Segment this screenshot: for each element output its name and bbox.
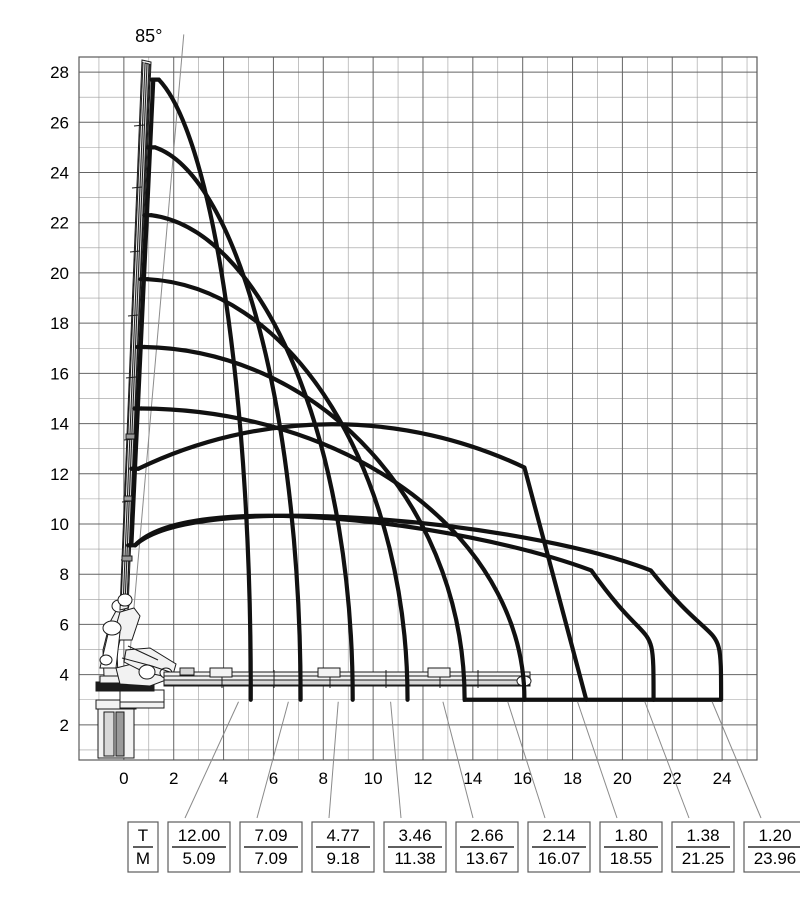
x-tick-label: 2 bbox=[169, 769, 178, 788]
leader-line bbox=[184, 701, 239, 819]
y-tick-label: 2 bbox=[60, 716, 69, 735]
leader-line bbox=[711, 701, 762, 819]
capacity-curve-6 bbox=[139, 406, 527, 702]
grid-minor-lines bbox=[79, 57, 757, 760]
y-tick-label: 26 bbox=[50, 113, 69, 132]
capacity-curve-4 bbox=[145, 277, 410, 702]
legend-entry: 2.14 16.07 bbox=[527, 821, 591, 873]
legend-entry-tonnes: 12.00 bbox=[178, 826, 221, 845]
x-tick-label: 16 bbox=[513, 769, 532, 788]
legend-entry-tonnes: 2.14 bbox=[542, 826, 575, 845]
legend-entry-metres: 9.18 bbox=[326, 849, 359, 868]
leader-line bbox=[644, 701, 690, 819]
x-tick-label: 6 bbox=[269, 769, 278, 788]
legend-header-tonnes: T bbox=[138, 826, 148, 845]
y-tick-label: 8 bbox=[60, 565, 69, 584]
leader-line bbox=[256, 701, 289, 819]
x-tick-label: 20 bbox=[613, 769, 632, 788]
legend-entry-metres: 13.67 bbox=[466, 849, 509, 868]
leader-line bbox=[390, 701, 402, 819]
legend-entry-tonnes: 1.80 bbox=[614, 826, 647, 845]
leader-line bbox=[442, 701, 474, 819]
x-tick-label: 14 bbox=[463, 769, 482, 788]
capacity-curve-2 bbox=[152, 145, 303, 702]
legend-entry-tonnes: 2.66 bbox=[470, 826, 503, 845]
legend-header-metres: M bbox=[136, 849, 150, 868]
capacity-curve-7 bbox=[136, 422, 589, 702]
legend-entry: 2.66 13.67 bbox=[455, 821, 519, 873]
legend-entry-tonnes: 1.38 bbox=[686, 826, 719, 845]
legend-leader-lines bbox=[184, 701, 762, 819]
x-tick-label: 8 bbox=[319, 769, 328, 788]
y-tick-label: 18 bbox=[50, 314, 69, 333]
y-tick-label: 24 bbox=[50, 163, 69, 182]
legend-entry: 1.38 21.25 bbox=[671, 821, 735, 873]
capacity-curve-3 bbox=[149, 213, 355, 702]
leader-line bbox=[507, 701, 546, 819]
legend-entry-tonnes: 3.46 bbox=[398, 826, 431, 845]
y-tick-label: 4 bbox=[60, 666, 69, 685]
capacity-curve-1 bbox=[156, 77, 253, 702]
legend-entry-tonnes: 4.77 bbox=[326, 826, 359, 845]
x-tick-label: 0 bbox=[119, 769, 128, 788]
crane-vertical-boom bbox=[117, 59, 152, 611]
y-tick-label: 12 bbox=[50, 465, 69, 484]
y-tick-label: 22 bbox=[50, 214, 69, 233]
legend-entry-tonnes: 1.20 bbox=[758, 826, 791, 845]
x-tick-label: 18 bbox=[563, 769, 582, 788]
leader-line bbox=[577, 701, 618, 819]
capacity-curve-5 bbox=[142, 344, 467, 702]
crane-illustration bbox=[95, 59, 532, 759]
y-tick-label: 14 bbox=[50, 415, 69, 434]
y-tick-label: 20 bbox=[50, 264, 69, 283]
capacity-curve-9 bbox=[132, 513, 724, 702]
legend-entry: 4.77 9.18 bbox=[311, 821, 375, 873]
legend-entry-metres: 23.96 bbox=[754, 849, 797, 868]
y-tick-label: 28 bbox=[50, 63, 69, 82]
legend-entry-tonnes: 7.09 bbox=[254, 826, 287, 845]
x-tick-label: 4 bbox=[219, 769, 228, 788]
x-tick-label: 22 bbox=[663, 769, 682, 788]
legend-table: TM 12.00 5.09 7.09 7.09 4.77 9.18 3.46 11.38 2.66… bbox=[127, 821, 800, 873]
legend-entry-metres: 11.38 bbox=[394, 849, 435, 868]
legend-entry: 3.46 11.38 bbox=[383, 821, 447, 873]
x-tick-label: 12 bbox=[414, 769, 433, 788]
legend-entry: 1.20 23.96 bbox=[743, 821, 800, 873]
legend-entry: 12.00 5.09 bbox=[167, 821, 231, 873]
crane-knuckle-assembly bbox=[99, 597, 177, 687]
legend-entry: 1.80 18.55 bbox=[599, 821, 663, 873]
legend-entry-metres: 16.07 bbox=[538, 849, 581, 868]
mast-edge bbox=[129, 77, 156, 548]
legend-header-box: TM bbox=[127, 821, 159, 873]
legend-entry: 7.09 7.09 bbox=[239, 821, 303, 873]
x-axis-tick-labels: 0 2 4 6 8 10 12 14 16 18 20 22 24 bbox=[119, 769, 731, 788]
crane-horizontal-boom bbox=[163, 667, 532, 688]
grid-frame bbox=[78, 56, 758, 761]
legend-entry-metres: 7.09 bbox=[254, 849, 287, 868]
y-tick-label: 16 bbox=[50, 364, 69, 383]
crane-base-column bbox=[95, 675, 165, 759]
legend-entry-metres: 21.25 bbox=[682, 849, 725, 868]
x-tick-label: 24 bbox=[713, 769, 732, 788]
angle-label: 85° bbox=[135, 26, 162, 46]
leader-line bbox=[328, 701, 339, 819]
legend-entry-metres: 5.09 bbox=[182, 849, 215, 868]
legend-entry-metres: 18.55 bbox=[610, 849, 653, 868]
y-tick-label: 6 bbox=[60, 615, 69, 634]
x-tick-label: 10 bbox=[364, 769, 383, 788]
y-tick-label: 10 bbox=[50, 515, 69, 534]
capacity-curves bbox=[126, 77, 724, 702]
